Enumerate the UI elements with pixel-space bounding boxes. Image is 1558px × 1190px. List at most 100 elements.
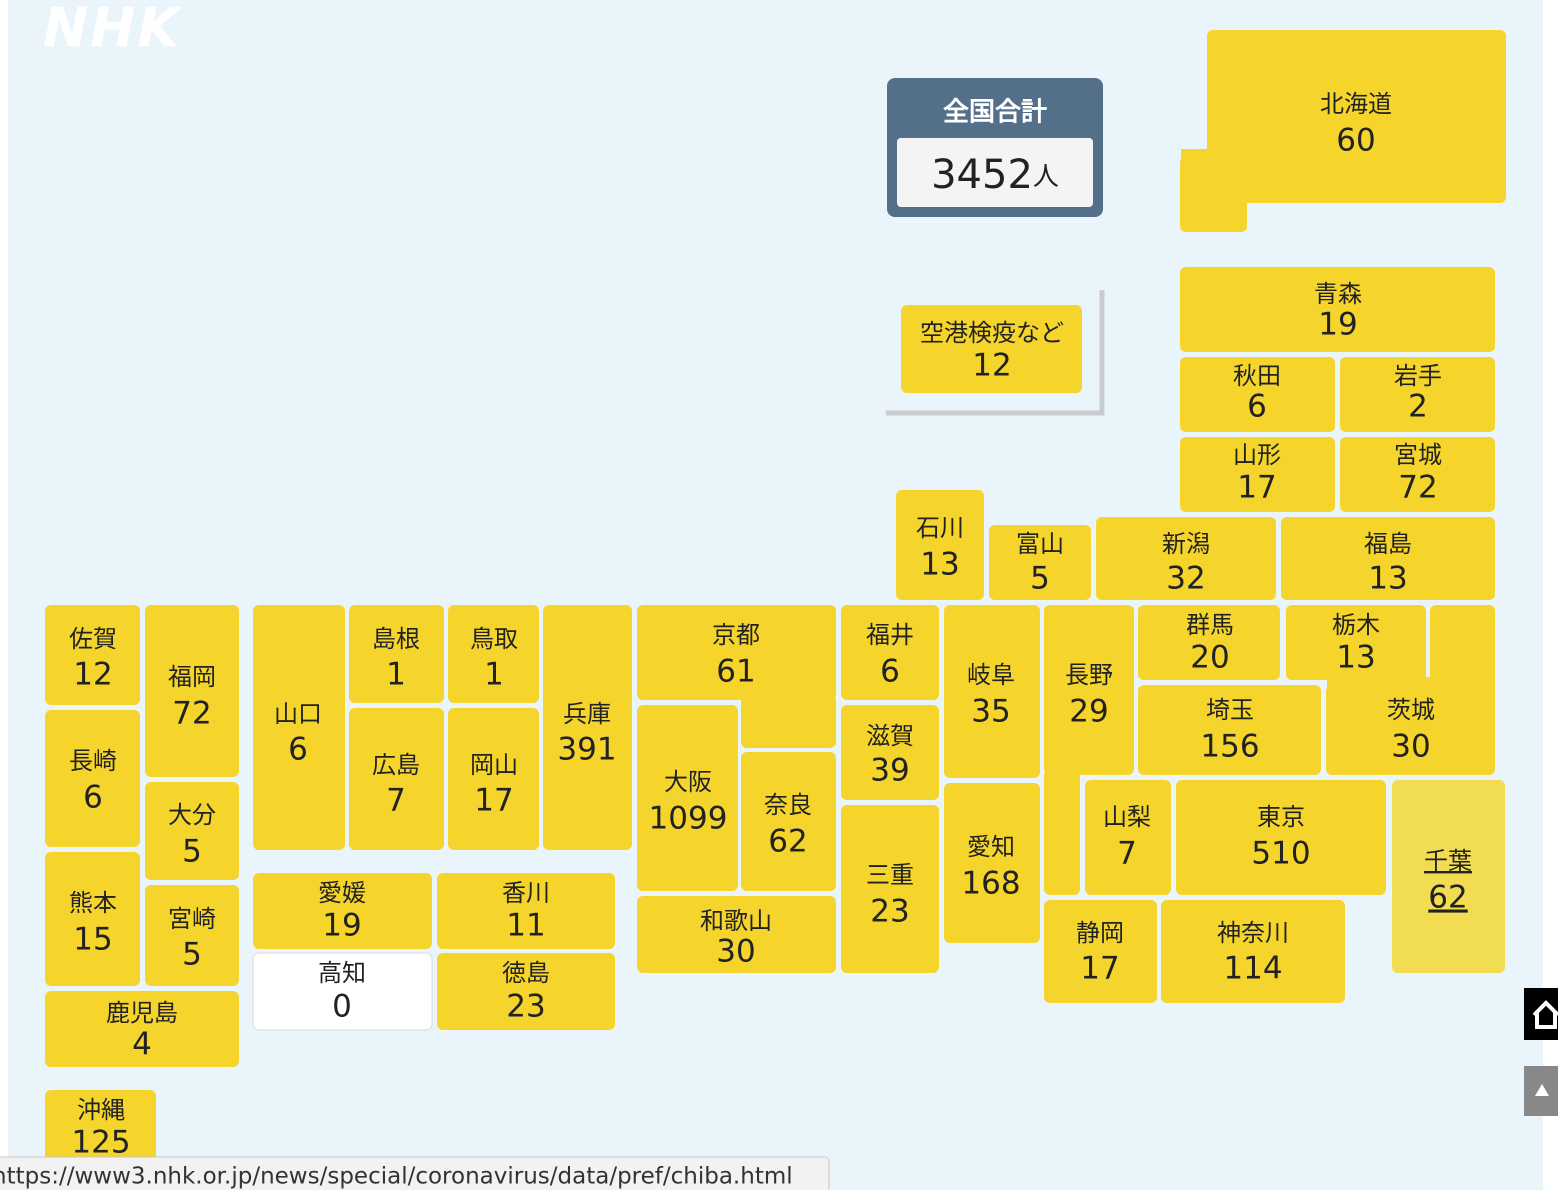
prefecture-tile[interactable]: 熊本 15	[45, 852, 140, 986]
tile-shape	[1430, 605, 1495, 695]
tile-shape	[1044, 605, 1134, 775]
prefecture-tile[interactable]: 滋賀 39	[841, 705, 939, 800]
tile-name: 鹿児島	[106, 999, 178, 1027]
tile-value: 12	[73, 657, 112, 693]
prefecture-tile[interactable]: 三重 23	[841, 805, 939, 973]
tile-shape	[253, 605, 345, 850]
prefecture-tile[interactable]: 愛知 168	[944, 783, 1040, 943]
total-value: 3452人	[931, 152, 1059, 198]
prefecture-tile[interactable]: 大分 5	[145, 782, 239, 880]
prefecture-tile[interactable]: 広島 7	[349, 708, 444, 850]
prefecture-tile[interactable]: 奈良 62	[741, 752, 836, 891]
tile-value: 39	[870, 753, 909, 789]
prefecture-tile[interactable]: 石川 13	[896, 490, 984, 600]
tile-name: 福島	[1364, 530, 1412, 558]
prefecture-tile[interactable]: 東京 510	[1176, 780, 1386, 895]
tile-name: 山口	[274, 700, 322, 728]
prefecture-tile[interactable]: 山口 6	[253, 605, 345, 850]
tile-shape	[1085, 780, 1171, 895]
prefecture-tile[interactable]: 埼玉 156	[1138, 685, 1321, 775]
prefecture-tile[interactable]: 岡山 17	[448, 708, 539, 850]
tile-value: 61	[716, 654, 755, 690]
tile-value: 13	[920, 547, 959, 583]
prefecture-tile[interactable]: 千葉 62	[1392, 780, 1505, 973]
prefecture-tile[interactable]: 茨城 30	[1326, 605, 1495, 775]
tile-shape	[145, 885, 239, 986]
prefecture-tile[interactable]: 福岡 72	[145, 605, 239, 777]
tile-shape	[1340, 437, 1495, 512]
tile-value: 156	[1200, 729, 1259, 765]
tile-name: 千葉	[1424, 847, 1472, 875]
prefecture-tile[interactable]: 福井 6	[841, 605, 939, 700]
tile-shape	[437, 873, 615, 949]
prefecture-tile[interactable]: 長崎 6	[45, 710, 140, 847]
tile-shape	[841, 705, 939, 800]
home-button[interactable]	[1524, 988, 1558, 1040]
prefecture-tile[interactable]: 秋田6	[1180, 357, 1335, 432]
tile-value: 17	[474, 783, 513, 819]
total-unit: 人	[1033, 162, 1059, 192]
tile-value: 1	[386, 657, 406, 693]
tile-value: 20	[1190, 640, 1229, 676]
tile-shape	[896, 490, 984, 600]
tile-value: 29	[1069, 694, 1108, 730]
prefecture-tile[interactable]: 静岡 17	[1044, 900, 1157, 1003]
tile-name: 青森	[1314, 280, 1362, 308]
tile-shape	[45, 710, 140, 847]
prefecture-tile[interactable]: 神奈川 114	[1161, 900, 1345, 1003]
tile-name: 香川	[502, 879, 550, 907]
tile-name: 宮崎	[168, 905, 216, 933]
prefecture-tile[interactable]: 大阪 1099	[637, 705, 738, 891]
tile-shape	[448, 605, 539, 703]
prefecture-tile[interactable]: 新潟 32	[1096, 517, 1276, 600]
prefecture-tile[interactable]: 岐阜 35	[944, 605, 1040, 778]
tile-shape	[841, 605, 939, 700]
tile-shape	[1181, 149, 1246, 165]
tile-shape	[637, 705, 738, 891]
tile-name: 宮城	[1394, 441, 1442, 469]
prefecture-tile[interactable]: 北海道 60	[1180, 30, 1506, 232]
logo[interactable]: NHK	[43, 0, 183, 60]
tile-name: 京都	[712, 621, 760, 649]
tile-shape	[1044, 770, 1080, 895]
tile-shape	[1044, 900, 1157, 1003]
prefecture-tile[interactable]: 山梨 7	[1085, 780, 1171, 895]
tile-shape	[944, 605, 1040, 778]
prefecture-tile[interactable]: 岩手2	[1340, 357, 1495, 432]
total-number: 3452	[931, 152, 1033, 198]
tile-value: 7	[386, 783, 406, 819]
tile-name: 埼玉	[1206, 696, 1254, 724]
tile-name: 神奈川	[1217, 919, 1289, 947]
tile-shape	[349, 605, 444, 703]
tile-name: 石川	[916, 514, 964, 542]
prefecture-tile[interactable]: 京都 61	[637, 605, 836, 748]
tile-name: 福井	[866, 621, 914, 649]
status-url: https://www3.nhk.or.jp/news/special/coro…	[0, 1164, 793, 1190]
tile-shape	[349, 708, 444, 850]
tile-name: 茨城	[1387, 696, 1435, 724]
prefecture-tile[interactable]: 島根 1	[349, 605, 444, 703]
prefecture-tile[interactable]: 長野 29	[1044, 605, 1134, 895]
prefecture-tile[interactable]: 鳥取 1	[448, 605, 539, 703]
prefecture-tile[interactable]: 佐賀 12	[45, 605, 140, 705]
prefecture-tile[interactable]: 兵庫 391	[543, 605, 632, 850]
tile-value: 60	[1336, 123, 1375, 159]
prefecture-tile[interactable]: 宮崎 5	[145, 885, 239, 986]
prefecture-tile[interactable]: 高知0	[252, 952, 433, 1031]
tile-value: 0	[332, 989, 352, 1025]
prefecture-tile[interactable]: 富山 5	[989, 525, 1091, 600]
prefecture-tile[interactable]: 福島 13	[1281, 517, 1495, 600]
tile-shape	[1286, 605, 1426, 680]
